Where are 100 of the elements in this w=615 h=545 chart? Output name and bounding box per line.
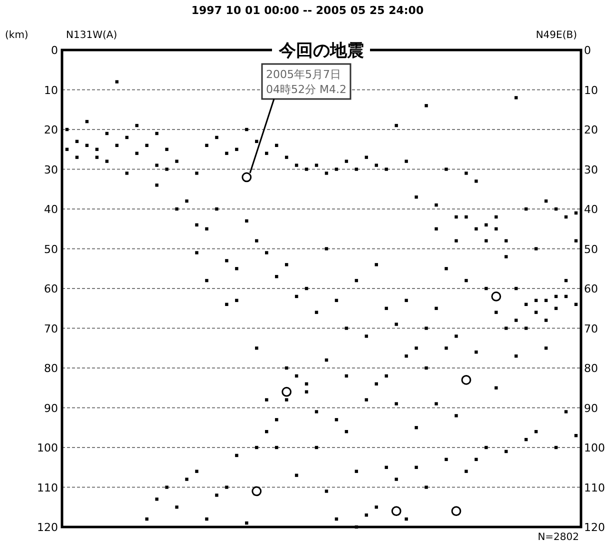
point <box>364 398 368 402</box>
point <box>534 247 538 250</box>
point <box>155 164 158 167</box>
point <box>474 180 478 183</box>
point <box>235 454 238 458</box>
point <box>394 322 398 326</box>
point <box>155 498 158 501</box>
point <box>494 386 498 390</box>
point <box>564 410 568 414</box>
point <box>255 239 258 242</box>
point <box>434 227 438 230</box>
text: N=2802 <box>538 532 579 543</box>
y-tick-label: 60 <box>44 282 58 296</box>
point <box>514 318 518 322</box>
point <box>324 172 328 175</box>
point <box>185 199 188 203</box>
point <box>195 251 198 254</box>
point <box>205 144 208 147</box>
point <box>155 132 158 136</box>
point <box>165 148 168 151</box>
point <box>414 426 418 430</box>
point <box>274 418 278 422</box>
point <box>95 156 99 159</box>
point <box>494 215 498 219</box>
point <box>404 517 408 521</box>
point <box>294 474 298 477</box>
point <box>514 96 518 100</box>
point <box>464 278 468 282</box>
point <box>304 168 308 171</box>
point <box>444 458 448 462</box>
point <box>391 506 402 516</box>
chart-title: 1997 10 01 00:00 -- 2005 05 25 24:00 <box>191 4 424 17</box>
point <box>155 184 158 187</box>
point <box>424 326 428 330</box>
point <box>125 172 128 175</box>
point <box>294 164 298 167</box>
y2-tick-label: 30 <box>584 163 598 176</box>
point <box>444 267 448 270</box>
y-tick-label: 110 <box>37 481 58 494</box>
point <box>225 302 228 306</box>
point <box>195 172 198 175</box>
point <box>454 215 458 219</box>
point <box>334 168 338 171</box>
y2-tick-label: 40 <box>584 203 598 216</box>
y2-tick-label: 70 <box>584 322 598 336</box>
point <box>195 470 198 473</box>
point <box>215 494 218 497</box>
point <box>344 160 348 163</box>
point <box>484 223 488 226</box>
point <box>175 207 178 211</box>
point <box>145 144 148 147</box>
point <box>145 517 148 521</box>
point <box>205 517 208 521</box>
point <box>195 223 198 226</box>
point <box>215 207 218 211</box>
y2-tick-label: 80 <box>584 362 598 375</box>
y2-tick-label: 0 <box>584 44 591 57</box>
point <box>434 402 438 406</box>
point <box>394 402 398 406</box>
point <box>225 152 228 155</box>
point <box>175 160 178 163</box>
y-tick-label: 30 <box>44 163 58 176</box>
point <box>364 156 368 159</box>
point <box>424 366 428 370</box>
point <box>424 104 428 108</box>
y-tick-label: 70 <box>44 322 58 336</box>
y2-tick-label: 110 <box>584 481 605 494</box>
point <box>384 168 388 171</box>
y2-tick-label: 100 <box>584 442 605 454</box>
point <box>434 306 438 310</box>
point <box>175 506 178 509</box>
point <box>205 278 208 282</box>
point <box>504 255 508 258</box>
point <box>404 298 408 302</box>
y2-tick-label: 50 <box>584 242 598 256</box>
y-tick-label: 100 <box>37 442 58 454</box>
point <box>474 458 478 462</box>
point <box>364 334 368 338</box>
annotation: 2005年5月7日 04時52分 M4.2 <box>266 68 346 96</box>
point <box>484 286 488 290</box>
point <box>424 486 428 489</box>
point <box>524 326 528 330</box>
text: N49E(B) <box>536 30 578 41</box>
point <box>324 490 328 493</box>
point <box>265 398 268 402</box>
point <box>284 156 288 159</box>
y2-tick-label: 20 <box>584 124 598 136</box>
y-tick-label: 10 <box>44 84 58 97</box>
point <box>235 148 238 151</box>
y-tick-label: 50 <box>44 242 58 256</box>
point <box>444 168 448 171</box>
point <box>451 506 462 516</box>
point <box>235 267 238 270</box>
point <box>454 414 458 418</box>
point <box>344 326 348 330</box>
point <box>185 478 188 481</box>
point <box>404 160 408 163</box>
point <box>354 168 358 171</box>
point <box>225 259 228 262</box>
point <box>165 168 168 171</box>
